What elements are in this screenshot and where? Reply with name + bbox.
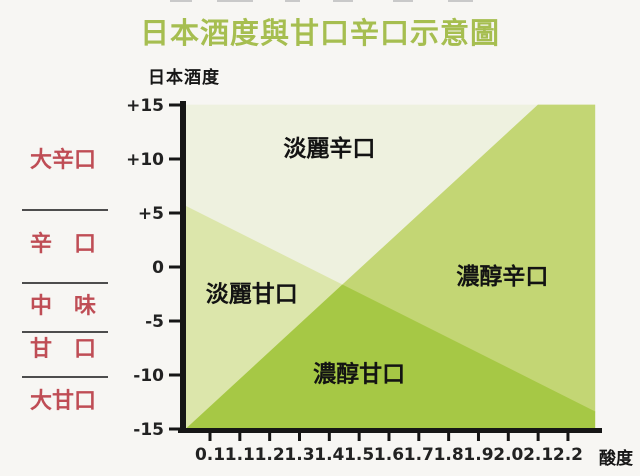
cropped-text-artifact (170, 0, 192, 2)
scale-item-very-dry: 大辛口 (29, 148, 96, 173)
y-tick-label: -5 (145, 312, 164, 332)
y-tick-label: +10 (126, 150, 164, 170)
y-tick-label: -15 (133, 420, 164, 440)
x-tick-label: 1.4 (314, 445, 344, 465)
scale-divider (22, 331, 108, 333)
y-tick-label: -10 (133, 366, 164, 386)
cropped-text-artifact (285, 0, 300, 2)
x-axis-line (178, 428, 602, 433)
x-tick-label: 1.1 (225, 445, 255, 465)
x-tick-label: 2.1 (523, 445, 553, 465)
x-tick-label: 1.3 (284, 445, 314, 465)
region-label-noujun-amakuchi: 濃醇甘口 (313, 360, 405, 387)
scale-item-very-sweet: 大甘口 (29, 389, 96, 414)
x-tick-label: 1.9 (463, 445, 493, 465)
y-tick-label: 0 (152, 258, 164, 278)
scale-divider (22, 209, 108, 211)
x-tick-label: 1.6 (374, 445, 404, 465)
scale-item-medium: 中 味 (29, 294, 96, 319)
cropped-text-artifact (448, 0, 473, 2)
scale-divider (22, 376, 108, 378)
scale-item-dry: 辛 口 (29, 232, 96, 257)
y-axis-line (180, 101, 186, 433)
x-axis-title: 酸度 (599, 449, 633, 469)
x-tick-label: 0.1 (195, 445, 225, 465)
scale-item-sweet: 甘 口 (29, 337, 96, 362)
x-tick-label: 1.7 (404, 445, 434, 465)
y-axis-title: 日本酒度 (148, 68, 220, 88)
region-label-tanrei-amakuchi: 淡麗甘口 (206, 281, 298, 307)
cropped-text-artifact (217, 0, 253, 2)
region-label-tanrei-karakuchi: 淡麗辛口 (283, 135, 375, 162)
x-tick-label: 1.8 (434, 445, 464, 465)
y-tick-label: +5 (138, 204, 164, 224)
x-tick-label: 1.5 (344, 445, 374, 465)
y-tick-label: +15 (126, 96, 164, 116)
x-tick-label: 2.0 (493, 445, 523, 465)
page-title: 日本酒度與甘口辛口示意圖 (139, 16, 500, 50)
x-tick-label: 1.2 (255, 445, 285, 465)
region-label-noujun-karakuchi: 濃醇辛口 (456, 263, 548, 290)
cropped-text-artifact (393, 0, 413, 2)
x-tick-label: 2.2 (553, 445, 583, 465)
scale-divider (22, 282, 108, 284)
cropped-text-artifact (333, 0, 353, 2)
